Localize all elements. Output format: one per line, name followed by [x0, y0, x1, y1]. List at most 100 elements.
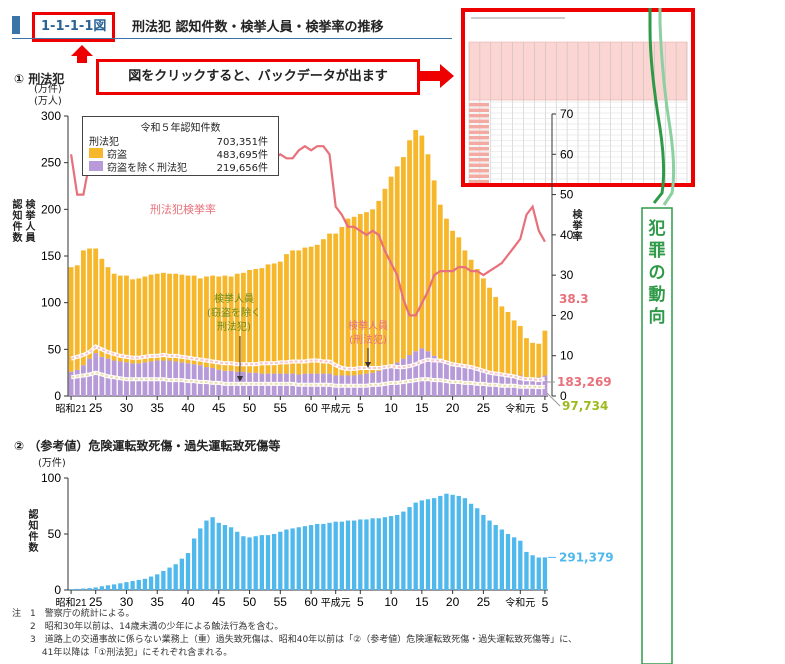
chart2-bar — [173, 564, 178, 590]
chart2-bar — [419, 500, 424, 590]
chart1-bar-theft — [524, 338, 529, 378]
chart2-bar — [382, 517, 388, 590]
chart1-bar-theft — [308, 246, 314, 374]
chart1-bar-theft — [480, 278, 486, 371]
chart1-bar-other — [68, 371, 74, 396]
thumb-row-key — [469, 141, 489, 145]
chart1-bar-theft — [413, 130, 419, 352]
chart1-bar-theft — [468, 259, 474, 369]
chart2-bar — [105, 585, 111, 590]
legend-other-name: 窃盗を除く刑法犯 — [107, 163, 187, 174]
chart2-bar — [155, 574, 160, 590]
legend-total-label: 刑法犯 — [89, 137, 119, 148]
chart1-x-tick-label: 10 — [384, 401, 398, 415]
chart2-bar — [524, 551, 529, 590]
chart1-bar-other — [394, 362, 400, 396]
chart1-bar-theft — [517, 326, 523, 376]
chart1-bar-theft — [351, 216, 357, 376]
chart2-bar — [321, 523, 326, 590]
legend-swatch-theft — [89, 148, 103, 158]
chart2-bar — [407, 507, 412, 590]
chart1-y2-tick-label: 0 — [560, 389, 567, 403]
chart1-bar-theft — [542, 330, 548, 376]
up-arrow-icon — [71, 45, 93, 63]
chart1-bar-theft — [474, 269, 480, 370]
chart1-bar-theft — [179, 274, 185, 363]
chart1-x-tick-label: 20 — [446, 401, 460, 415]
chart1-y-tick-label: 100 — [41, 296, 61, 310]
thumb-row-key — [469, 114, 489, 118]
chart1-bar-theft — [204, 276, 209, 368]
chart2-bar — [315, 523, 320, 590]
header-accent-bar — [12, 16, 20, 34]
chart1-bar-theft — [382, 188, 388, 368]
chart1-bar-theft — [388, 176, 394, 366]
chart2-bar — [388, 516, 394, 590]
chart2-bar — [444, 493, 449, 590]
chart1-bar-theft — [302, 247, 308, 374]
footnotes: 注 1 警察庁の統計による。 2 昭和30年以前は、14歳未満の少年による触法行… — [12, 608, 577, 660]
chart2-bar — [505, 534, 511, 590]
chart1-bar-theft — [222, 275, 228, 371]
arrested-total-label: 検挙人員 — [348, 319, 388, 332]
chart2-bar — [235, 531, 240, 590]
chart1-bar-theft — [364, 212, 369, 374]
chart1-y-tick-label: 300 — [41, 109, 61, 123]
arrested-total-label: (刑法犯) — [349, 333, 387, 346]
chart2-bar — [352, 520, 357, 590]
chart1-y2-tick-label: 60 — [560, 147, 574, 161]
chart1-bar-other — [400, 358, 406, 396]
chart2-bar — [87, 588, 92, 590]
chart2-bar — [124, 582, 129, 590]
chart1-bar-theft — [400, 157, 406, 359]
chart1-bar-theft — [370, 209, 376, 373]
chart1-bar-theft — [210, 275, 216, 368]
clearance-rate-label: 刑法犯検挙率 — [150, 202, 216, 216]
chart2-bar — [345, 520, 351, 590]
chart1-bar-theft — [407, 140, 412, 355]
legend-theft-value: 483,695件 — [216, 150, 268, 161]
chart2-bar — [395, 514, 400, 590]
chart1-bar-theft — [87, 248, 92, 359]
chart2-bar — [241, 536, 246, 590]
chart2-bar — [259, 535, 264, 590]
chart1-bar-theft — [437, 204, 443, 361]
chart1-x-tick-label: 60 — [304, 401, 318, 415]
end-arrested-excl-label: 97,734 — [562, 399, 608, 413]
chart2-bar — [475, 508, 480, 590]
chart2-bar — [512, 537, 517, 590]
chart1-bar-theft — [111, 273, 117, 361]
chart1-bar-theft — [124, 275, 129, 363]
chart1-bar-theft — [234, 273, 240, 372]
chart2-x-tick-label: 35 — [151, 595, 165, 609]
chart2-bar — [296, 527, 301, 590]
chart2-bar — [278, 531, 283, 590]
chart1-bar-theft — [191, 275, 197, 365]
chart1-bar-theft — [327, 233, 332, 374]
figure-id[interactable]: 1-1-1-1図 — [32, 12, 116, 42]
chart1-bar-theft — [136, 278, 142, 364]
chart2-bar — [333, 521, 338, 590]
chart1-bar-other — [419, 348, 425, 396]
chart2-bar — [75, 588, 80, 590]
chart1-bar-theft — [290, 250, 296, 374]
chart2-bar — [161, 570, 166, 590]
chart1-bar-theft — [511, 320, 517, 375]
chart1-arrested-excl-line — [70, 371, 545, 389]
end-arrested-total-label: 183,269 — [557, 375, 612, 389]
legend-theft-name: 窃盗 — [107, 150, 127, 161]
chart2-bar — [247, 537, 252, 590]
chart2-x-tick-label: 25 — [477, 595, 491, 609]
chart1-bar-theft — [314, 244, 320, 374]
chart1-bar-theft — [160, 272, 166, 361]
chart2-bar — [81, 588, 86, 590]
chart1-bar-theft — [444, 218, 449, 364]
chart1-x-tick-label: 30 — [120, 401, 134, 415]
thumb-row-key — [469, 125, 489, 129]
chart2-x-tick-label: 5 — [357, 595, 364, 609]
thumb-row-key — [469, 130, 489, 134]
chart2-bar — [364, 519, 369, 590]
chart2-bar — [425, 499, 431, 590]
chart2-end-value: 291,379 — [559, 550, 614, 564]
footnote: 2 昭和30年以前は、14歳未満の少年による触法行為を含む。 — [12, 622, 284, 632]
